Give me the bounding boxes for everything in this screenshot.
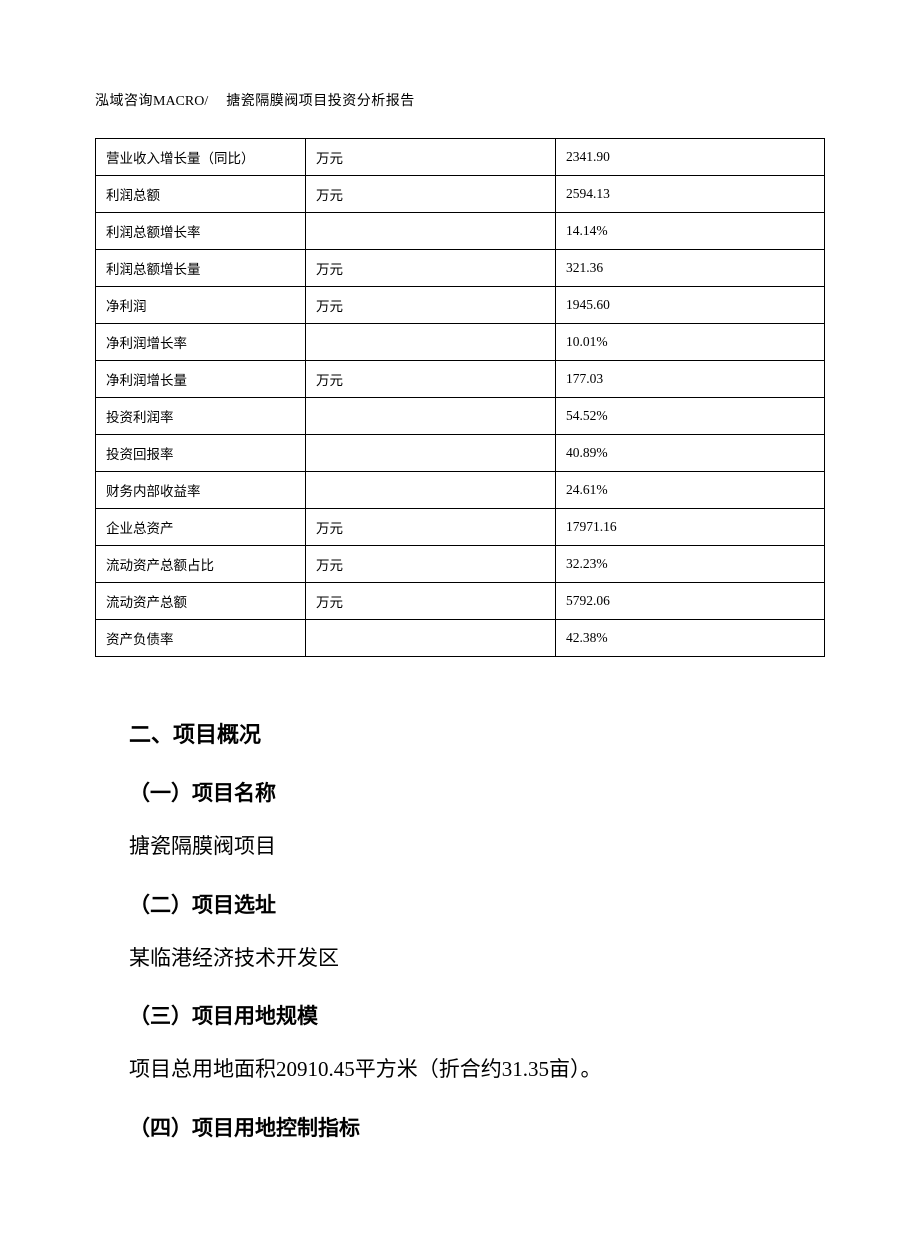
table-row: 利润总额增长率 14.14% xyxy=(96,213,825,250)
metric-name: 营业收入增长量（同比） xyxy=(96,139,306,176)
metric-unit xyxy=(306,398,556,435)
header-macro: MACRO/ xyxy=(153,94,208,109)
metric-name: 利润总额 xyxy=(96,176,306,213)
table-row: 财务内部收益率 24.61% xyxy=(96,472,825,509)
metric-unit: 万元 xyxy=(306,509,556,546)
table-row: 流动资产总额占比万元32.23% xyxy=(96,546,825,583)
body-content: 二、项目概况 （一）项目名称搪瓷隔膜阀项目 （二）项目选址某临港经济技术开发区 （三… xyxy=(95,717,825,1142)
metric-name: 流动资产总额占比 xyxy=(96,546,306,583)
metric-value: 54.52% xyxy=(556,398,825,435)
metric-unit: 万元 xyxy=(306,583,556,620)
metric-name: 投资利润率 xyxy=(96,398,306,435)
metric-unit: 万元 xyxy=(306,139,556,176)
metric-unit xyxy=(306,324,556,361)
metric-unit xyxy=(306,472,556,509)
table-row: 企业总资产万元17971.16 xyxy=(96,509,825,546)
subsection-heading: （一）项目名称 xyxy=(129,777,825,807)
metric-name: 流动资产总额 xyxy=(96,583,306,620)
table-row: 净利润增长量万元177.03 xyxy=(96,361,825,398)
subsection-heading: （二）项目选址 xyxy=(129,889,825,919)
table-row: 投资利润率 54.52% xyxy=(96,398,825,435)
metric-value: 177.03 xyxy=(556,361,825,398)
table-row: 营业收入增长量（同比）万元2341.90 xyxy=(96,139,825,176)
metric-name: 利润总额增长率 xyxy=(96,213,306,250)
table-row: 流动资产总额万元5792.06 xyxy=(96,583,825,620)
metric-value: 40.89% xyxy=(556,435,825,472)
metric-name: 净利润增长率 xyxy=(96,324,306,361)
metric-name: 净利润 xyxy=(96,287,306,324)
table-row: 净利润万元1945.60 xyxy=(96,287,825,324)
metric-unit: 万元 xyxy=(306,250,556,287)
subsection-text: 某临港经济技术开发区 xyxy=(129,943,825,975)
metric-unit xyxy=(306,620,556,657)
subsection-heading: （三）项目用地规模 xyxy=(129,1000,825,1030)
metric-unit: 万元 xyxy=(306,546,556,583)
table-row: 投资回报率 40.89% xyxy=(96,435,825,472)
subsection-text: 搪瓷隔膜阀项目 xyxy=(129,831,825,863)
metric-value: 24.61% xyxy=(556,472,825,509)
metric-value: 10.01% xyxy=(556,324,825,361)
metric-unit xyxy=(306,213,556,250)
table-row: 净利润增长率 10.01% xyxy=(96,324,825,361)
metric-value: 2341.90 xyxy=(556,139,825,176)
metric-unit: 万元 xyxy=(306,287,556,324)
metric-value: 32.23% xyxy=(556,546,825,583)
metric-value: 5792.06 xyxy=(556,583,825,620)
metric-value: 2594.13 xyxy=(556,176,825,213)
section-main-heading: 二、项目概况 xyxy=(129,717,825,749)
metric-value: 42.38% xyxy=(556,620,825,657)
table-row: 利润总额万元2594.13 xyxy=(96,176,825,213)
metric-unit: 万元 xyxy=(306,361,556,398)
metric-value: 17971.16 xyxy=(556,509,825,546)
header-title: 搪瓷隔膜阀项目投资分析报告 xyxy=(226,94,415,109)
metric-value: 14.14% xyxy=(556,213,825,250)
metric-name: 净利润增长量 xyxy=(96,361,306,398)
subsection-text: 项目总用地面积20910.45平方米（折合约31.35亩）。 xyxy=(129,1054,825,1086)
metric-unit: 万元 xyxy=(306,176,556,213)
header-company: 泓域咨询 xyxy=(95,94,153,109)
metric-name: 财务内部收益率 xyxy=(96,472,306,509)
metric-name: 资产负债率 xyxy=(96,620,306,657)
metric-value: 1945.60 xyxy=(556,287,825,324)
financial-table: 营业收入增长量（同比）万元2341.90利润总额万元2594.13利润总额增长率… xyxy=(95,138,825,657)
table-row: 利润总额增长量万元321.36 xyxy=(96,250,825,287)
metric-name: 企业总资产 xyxy=(96,509,306,546)
metric-unit xyxy=(306,435,556,472)
subsection-heading: （四）项目用地控制指标 xyxy=(129,1112,825,1142)
page-header: 泓域咨询MACRO/搪瓷隔膜阀项目投资分析报告 xyxy=(95,90,825,110)
metric-name: 利润总额增长量 xyxy=(96,250,306,287)
table-row: 资产负债率 42.38% xyxy=(96,620,825,657)
metric-value: 321.36 xyxy=(556,250,825,287)
metric-name: 投资回报率 xyxy=(96,435,306,472)
